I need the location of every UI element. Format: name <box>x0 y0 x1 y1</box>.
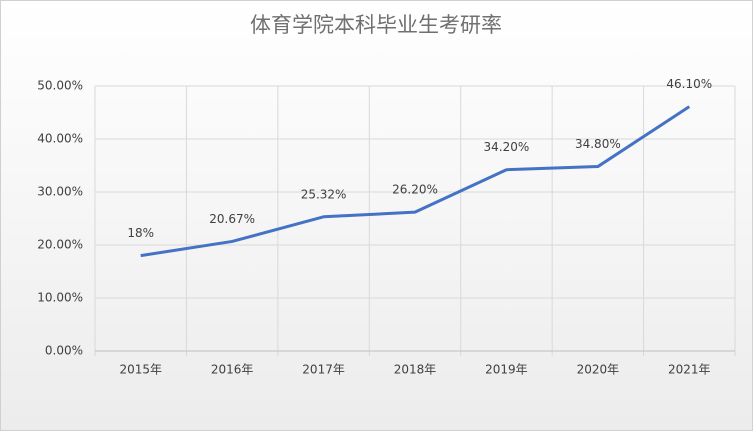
data-label: 34.20% <box>484 140 530 154</box>
x-tick-label: 2017年 <box>302 363 345 377</box>
y-tick-label: 10.00% <box>37 291 83 305</box>
y-tick-label: 20.00% <box>37 238 83 252</box>
data-label: 34.80% <box>575 137 621 151</box>
data-label: 20.67% <box>209 212 255 226</box>
y-tick-label: 0.00% <box>45 344 83 358</box>
data-label: 46.10% <box>666 77 712 91</box>
chart-title: 体育学院本科毕业生考研率 <box>250 13 502 37</box>
x-tick-label: 2021年 <box>668 363 711 377</box>
x-tick-label: 2015年 <box>119 363 162 377</box>
x-tick-label: 2018年 <box>394 363 437 377</box>
x-tick-label: 2020年 <box>577 363 620 377</box>
data-label: 18% <box>127 226 154 240</box>
data-line <box>140 105 691 258</box>
x-tick-label: 2019年 <box>485 363 528 377</box>
y-tick-label: 50.00% <box>37 79 83 93</box>
y-tick-label: 40.00% <box>37 132 83 146</box>
y-tick-label: 30.00% <box>37 185 83 199</box>
x-tick-label: 2016年 <box>211 363 254 377</box>
data-label: 25.32% <box>301 187 347 201</box>
data-label: 26.20% <box>392 183 438 197</box>
